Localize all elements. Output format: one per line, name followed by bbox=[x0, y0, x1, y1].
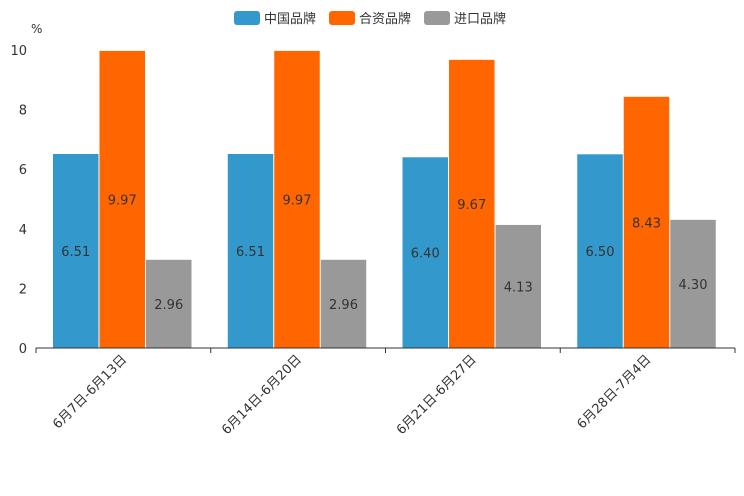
bar-series-2-cat-0 bbox=[146, 259, 192, 348]
legend-item-joint-venture-brand[interactable]: 合资品牌 bbox=[329, 8, 411, 27]
bar-series-1-cat-0 bbox=[99, 50, 145, 348]
legend-swatch-import-brand bbox=[424, 10, 450, 25]
data-label-series-2-cat-2: 4.13 bbox=[504, 280, 533, 295]
bar-series-1-cat-2 bbox=[449, 59, 495, 349]
legend-item-china-brand[interactable]: 中国品牌 bbox=[234, 8, 316, 27]
bar-series-2-cat-2 bbox=[495, 224, 541, 348]
data-label-series-0-cat-2: 6.40 bbox=[411, 247, 440, 262]
x-tick-label-0: 6月7日-6月13日 bbox=[50, 352, 130, 432]
y-tick-label-0: 0 bbox=[19, 342, 27, 357]
y-tick-label-4: 8 bbox=[19, 104, 27, 119]
bar-series-0-cat-1 bbox=[227, 154, 274, 348]
bar-series-1-cat-1 bbox=[274, 50, 320, 348]
data-label-series-1-cat-0: 9.97 bbox=[108, 193, 137, 208]
y-tick-label-2: 4 bbox=[19, 223, 27, 238]
bar-series-1-cat-3 bbox=[623, 96, 670, 348]
bar-series-0-cat-0 bbox=[53, 154, 99, 348]
data-label-series-2-cat-1: 2.96 bbox=[329, 298, 358, 313]
legend-item-import-brand[interactable]: 进口品牌 bbox=[424, 8, 506, 27]
bar-series-2-cat-1 bbox=[320, 259, 367, 348]
bar-series-0-cat-2 bbox=[402, 157, 448, 348]
data-label-series-2-cat-3: 4.30 bbox=[679, 278, 708, 293]
data-label-series-0-cat-1: 6.51 bbox=[236, 245, 265, 260]
legend-label-import-brand: 进口品牌 bbox=[454, 12, 507, 27]
y-tick-label-5: 10 bbox=[10, 44, 27, 59]
bar-series-0-cat-3 bbox=[577, 154, 623, 348]
data-label-series-1-cat-3: 8.43 bbox=[632, 216, 661, 231]
data-label-series-0-cat-0: 6.51 bbox=[61, 245, 90, 260]
data-label-series-2-cat-0: 2.96 bbox=[154, 298, 183, 313]
y-tick-label-3: 6 bbox=[19, 163, 27, 178]
y-axis-unit-label: % bbox=[31, 22, 42, 36]
legend-label-joint-venture-brand: 合资品牌 bbox=[359, 12, 412, 27]
legend-swatch-joint-venture-brand bbox=[329, 10, 355, 25]
bar-series-2-cat-3 bbox=[670, 219, 716, 348]
data-label-series-1-cat-2: 9.67 bbox=[457, 198, 486, 213]
x-tick-label-1: 6月14日-6月20日 bbox=[219, 352, 305, 438]
y-tick-label-1: 2 bbox=[19, 282, 27, 297]
legend-swatch-china-brand bbox=[234, 10, 260, 25]
chart-legend: 中国品牌 合资品牌 进口品牌 bbox=[0, 6, 744, 28]
data-label-series-0-cat-3: 6.50 bbox=[586, 245, 615, 260]
x-tick-label-2: 6月21日-6月27日 bbox=[394, 352, 480, 438]
x-tick-label-3: 6月28日-7月4日 bbox=[575, 352, 655, 432]
legend-label-china-brand: 中国品牌 bbox=[264, 12, 317, 27]
data-label-series-1-cat-1: 9.97 bbox=[283, 193, 312, 208]
